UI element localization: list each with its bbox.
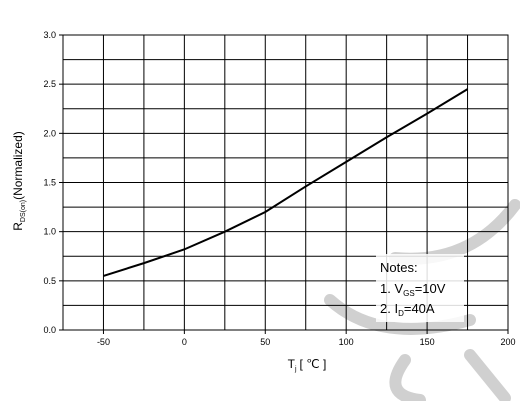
notes-line1-suffix: =10V: [415, 281, 446, 296]
x-axis-title-sub: j: [294, 366, 297, 373]
x-tick-label: -50: [97, 337, 110, 347]
notes-line2: 2. ID=40A: [380, 301, 435, 318]
notes-line1-prefix: 1. V: [380, 281, 403, 296]
x-axis-title: Tj[ ℃ ]: [288, 357, 327, 373]
y-tick-label: 1.0: [43, 227, 56, 237]
notes-box: Notes: 1. VGS=10V 2. ID=40A: [376, 254, 464, 322]
x-tick-label: 200: [500, 337, 515, 347]
y-tick-label: 3.0: [43, 30, 56, 40]
y-tick-label: 2.5: [43, 79, 56, 89]
notes-title: Notes:: [380, 260, 418, 275]
notes-line2-suffix: =40A: [404, 301, 435, 316]
x-axis-title-unit: [ ℃ ]: [300, 357, 327, 371]
y-tick-label: 0.0: [43, 325, 56, 335]
x-tick-label: 50: [260, 337, 270, 347]
x-tick-label: 150: [420, 337, 435, 347]
y-axis-title: RDS(on)(Normalized): [11, 131, 27, 231]
x-tick-label: 100: [339, 337, 354, 347]
y-tick-label: 0.5: [43, 276, 56, 286]
y-axis-title-rest: (Normalized): [11, 131, 25, 200]
y-axis-title-sub: DS(on): [20, 200, 27, 222]
notes-line2-prefix: 2. I: [380, 301, 398, 316]
y-axis-title-main: R: [11, 222, 25, 231]
x-tick-labels: -50 0 50 100 150 200: [97, 330, 516, 347]
y-tick-labels: 0.0 0.5 1.0 1.5 2.0 2.5 3.0: [43, 30, 63, 335]
y-tick-label: 1.5: [43, 178, 56, 188]
y-tick-label: 2.0: [43, 128, 56, 138]
notes-line1-sub: GS: [403, 289, 415, 298]
x-tick-label: 0: [182, 337, 187, 347]
